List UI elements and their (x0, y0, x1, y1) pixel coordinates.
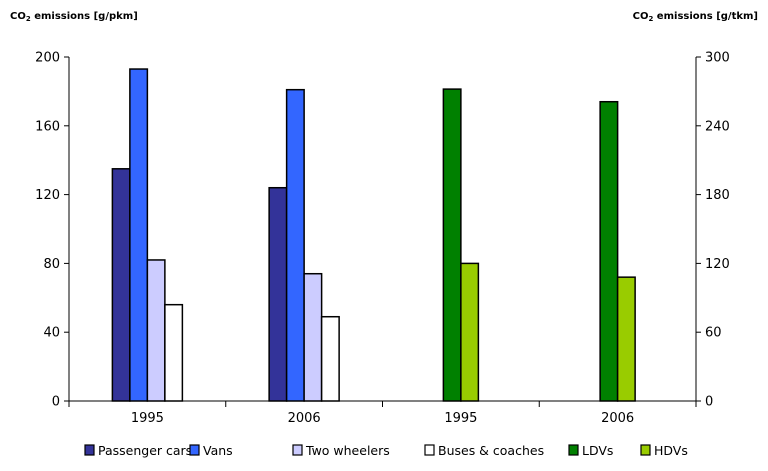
x-tick-label: 1995 (444, 411, 477, 426)
bar-two-wheelers-1 (303, 272, 323, 402)
left-axis-title: CO2 emissions [g/pkm] (10, 11, 138, 23)
legend-label: Vans (203, 443, 233, 458)
bar-two-wheelers-0 (146, 259, 166, 402)
right-tick-label: 240 (705, 119, 730, 134)
plot-area: 0 40 80 120 160 200 0 60 120 180 240 300 1995 2006 199… (35, 51, 730, 427)
legend-swatch (292, 444, 303, 456)
bar-ldvs-2 (442, 88, 462, 402)
right-tick-label: 120 (705, 257, 730, 272)
bar-vans-0 (129, 68, 149, 402)
bar-buses-coaches-1 (320, 315, 340, 402)
legend-swatch (568, 444, 579, 456)
legend-label: Passenger cars (98, 443, 192, 458)
legend-label: HDVs (654, 443, 688, 458)
legend-swatch (189, 444, 200, 456)
right-tick-label: 0 (705, 395, 713, 410)
right-tick-label: 60 (705, 326, 722, 341)
legend: Passenger cars Vans Two wheelers Buses & co… (84, 443, 688, 458)
bar-ldvs-3 (599, 100, 619, 402)
bar-hdvs-2 (460, 262, 480, 402)
right-tick-label: 300 (705, 51, 730, 66)
legend-swatch (424, 444, 435, 456)
x-tick-label: 2006 (288, 411, 321, 426)
bar-passenger-cars-0 (111, 168, 131, 402)
x-tick-label: 1995 (131, 411, 164, 426)
legend-label: Two wheelers (305, 443, 390, 458)
left-tick-label: 0 (52, 395, 60, 410)
legend-label: Buses & coaches (438, 443, 544, 458)
left-tick-label: 200 (35, 51, 60, 66)
right-axis-title: CO2 emissions [g/tkm] (633, 11, 758, 23)
legend-label: LDVs (582, 443, 613, 458)
bar-vans-1 (285, 88, 305, 402)
x-tick-label: 2006 (601, 411, 634, 426)
left-tick-label: 80 (43, 257, 60, 272)
right-tick-label: 180 (705, 188, 730, 203)
legend-swatch (640, 444, 651, 456)
bar-hdvs-3 (616, 276, 636, 402)
bar-buses-coaches-0 (164, 303, 184, 402)
left-tick-label: 160 (35, 119, 60, 134)
left-tick-label: 40 (43, 326, 60, 341)
bar-passenger-cars-1 (268, 186, 288, 402)
left-tick-label: 120 (35, 188, 60, 203)
legend-swatch (84, 444, 95, 456)
